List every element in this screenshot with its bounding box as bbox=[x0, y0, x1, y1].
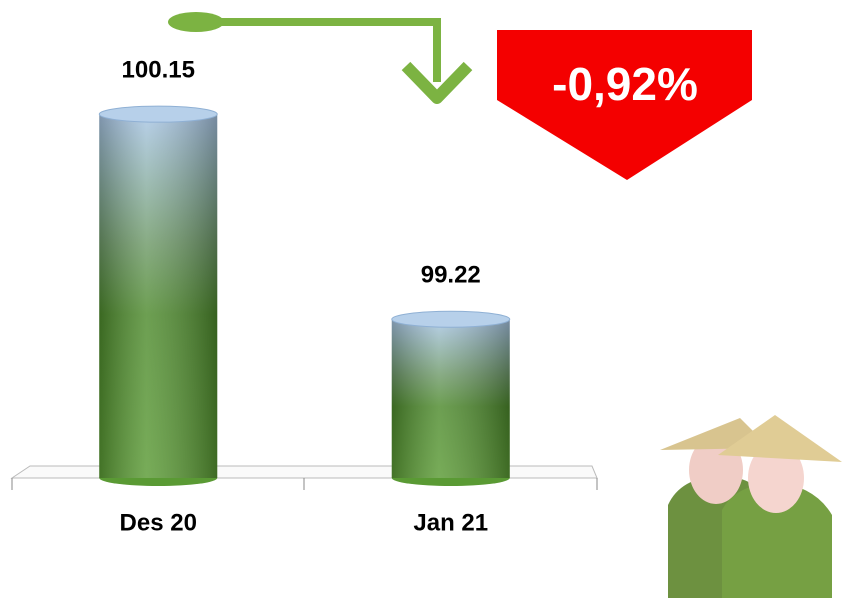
x-tick-label: Jan 21 bbox=[413, 509, 488, 536]
bar-cap bbox=[99, 106, 217, 122]
value-label: 99.22 bbox=[421, 262, 481, 289]
bar-cap bbox=[392, 311, 510, 327]
value-label: 100.15 bbox=[122, 57, 195, 84]
trend-arrow bbox=[168, 12, 468, 98]
farmer-icon bbox=[660, 415, 842, 598]
page: {"chart_data": {"type": "bar", "categori… bbox=[0, 0, 842, 598]
x-tick-label: Des 20 bbox=[120, 509, 197, 536]
bar-shade bbox=[392, 319, 510, 478]
bar-shade bbox=[99, 114, 217, 478]
change-annotation: -0,92% bbox=[552, 58, 698, 110]
chart: -0,92% Des 20 100.15 Jan 21 99.22 bbox=[0, 0, 842, 598]
